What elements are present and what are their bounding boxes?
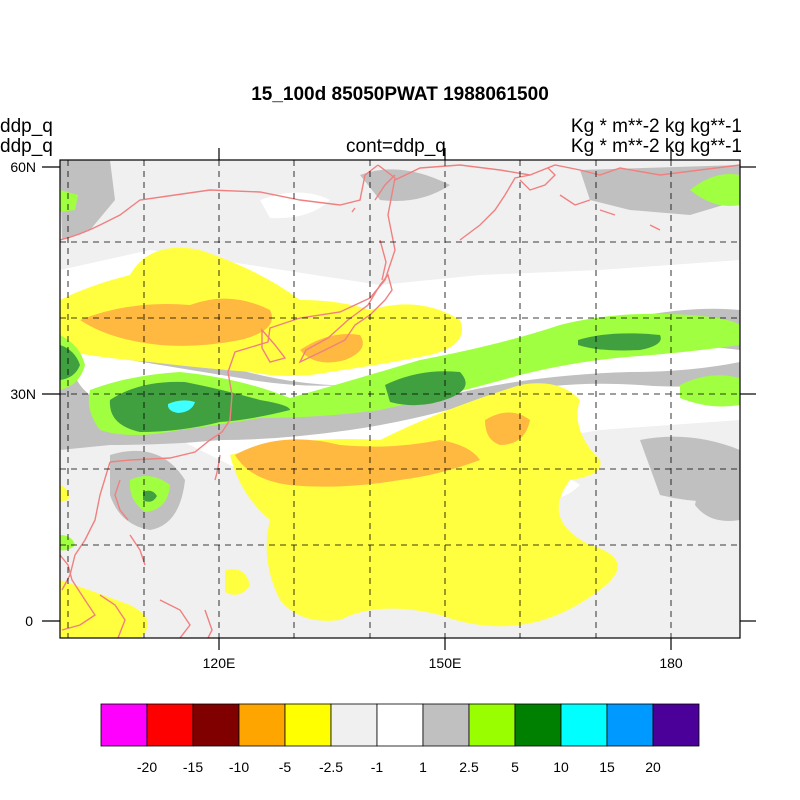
colorbar-swatch: [468, 703, 516, 747]
cyan-patch: [167, 400, 195, 413]
tick-marks: [42, 148, 756, 650]
colorbar-label: -15: [183, 759, 203, 775]
colorbar-label: -2.5: [319, 759, 343, 775]
right-label-1: Kg * m**-2 kg kg**-1: [570, 116, 742, 137]
axis-labels: 60N 30N 0 120E 150E 180: [10, 159, 683, 671]
colorbar-swatch: [100, 703, 148, 747]
gridlines: [60, 160, 740, 638]
lon-tick-label-150e: 150E: [429, 655, 462, 671]
colorbar-swatch: [560, 703, 608, 747]
colorbar-swatch: [652, 703, 700, 747]
colorbar-label: 20: [645, 759, 661, 775]
colorbar-swatch: [606, 703, 654, 747]
lat-tick-label-0: 0: [25, 613, 33, 629]
colorbar-swatch: [514, 703, 562, 747]
colorbar-swatch: [422, 703, 470, 747]
colorbar-label: 15: [599, 759, 615, 775]
colorbar-swatch: [146, 703, 194, 747]
colorbar-label: -5: [279, 759, 292, 775]
lat-tick-label-60n: 60N: [10, 159, 36, 175]
field-layer: [60, 160, 740, 638]
colorbar-label: -20: [137, 759, 157, 775]
colorbar-label: 10: [553, 759, 569, 775]
colorbar-swatch: [376, 703, 424, 747]
colorbar-label: 5: [511, 759, 519, 775]
left-label-2: ddp_q: [0, 136, 53, 157]
colorbar-label: 1: [419, 759, 427, 775]
orange-patches: [80, 298, 530, 487]
colorbar-swatch: [238, 703, 286, 747]
darkgreen-patches: [60, 333, 661, 502]
right-label-2: Kg * m**-2 kg kg**-1: [570, 136, 742, 157]
coastlines: [60, 164, 740, 638]
colorbar-swatch: [284, 703, 332, 747]
colorbar-swatch: [192, 703, 240, 747]
colorbar-label: 2.5: [459, 759, 479, 775]
center-label: cont=ddp_q: [346, 136, 446, 157]
map-title: 15_100d 85050PWAT 1988061500: [251, 84, 549, 105]
colorbar-label: -1: [371, 759, 384, 775]
lat-tick-label-30n: 30N: [10, 386, 36, 402]
colorbar-label: -10: [229, 759, 249, 775]
colorbar-swatch: [330, 703, 378, 747]
lon-tick-label-180: 180: [659, 655, 683, 671]
map-frame: [59, 159, 741, 639]
left-label-1: ddp_q: [0, 116, 53, 137]
colorbar: -20 -15 -10 -5 -2.5 -1 1 2.5 5 10 15 20: [100, 703, 700, 775]
lon-tick-label-120e: 120E: [203, 655, 236, 671]
